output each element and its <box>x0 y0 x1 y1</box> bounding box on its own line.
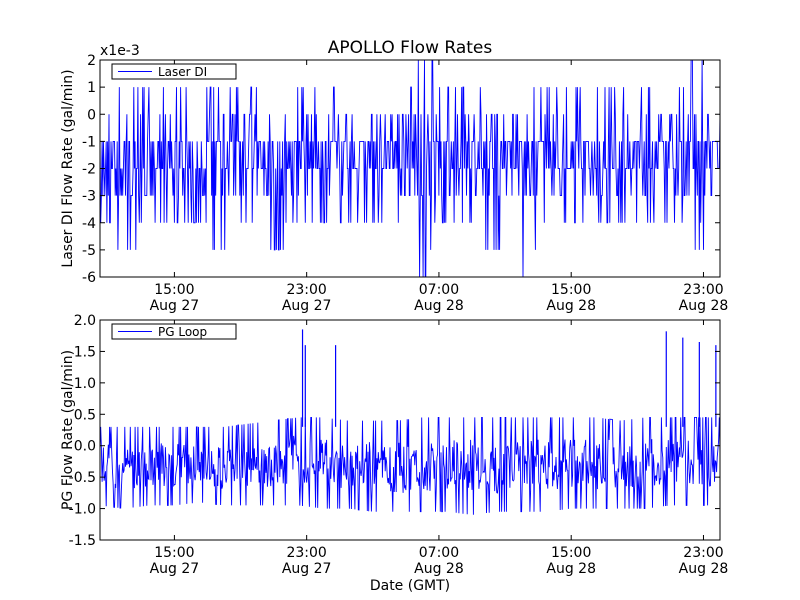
x-tick-label: 07:00 <box>419 282 459 298</box>
legend: PG Loop <box>111 323 237 340</box>
y-tick-label: -1.0 <box>69 502 96 518</box>
x-tick-label: Aug 28 <box>679 561 729 577</box>
plot-area <box>100 329 720 515</box>
legend-box <box>111 63 237 80</box>
legend-label: Laser DI <box>158 65 207 79</box>
y-axis-title-pg-loop: PG Flow Rate (gal/min) <box>60 350 76 510</box>
x-tick-label: Aug 27 <box>282 298 332 314</box>
y-tick-label: -2 <box>82 162 96 178</box>
x-tick-label: 07:00 <box>419 545 459 561</box>
series-line-laser-di <box>100 60 720 277</box>
y-tick-label: 1.5 <box>74 344 96 360</box>
y-tick-label: 1.0 <box>74 376 96 392</box>
series-line-pg-loop <box>100 416 720 515</box>
x-tick-label: 23:00 <box>286 545 326 561</box>
x-tick-label: Aug 27 <box>150 298 200 314</box>
y-tick-label: -5 <box>82 243 96 259</box>
x-tick-label: Aug 28 <box>679 298 729 314</box>
x-tick-label: 15:00 <box>551 282 591 298</box>
y-offset-label: x1e-3 <box>100 43 140 59</box>
x-tick-label: Aug 27 <box>282 561 332 577</box>
x-tick-label: Aug 28 <box>546 298 596 314</box>
y-tick-label: 2 <box>87 53 96 69</box>
y-tick-label: -1.5 <box>69 533 96 549</box>
x-tick-label: 23:00 <box>683 545 723 561</box>
y-tick-label: -6 <box>82 270 96 286</box>
y-tick-label: 2.0 <box>74 313 96 329</box>
plot-area <box>100 60 720 277</box>
x-tick-label: 23:00 <box>683 282 723 298</box>
y-tick-label: -1 <box>82 134 96 150</box>
x-tick-label: 23:00 <box>286 282 326 298</box>
x-tick-label: Aug 27 <box>150 561 200 577</box>
legend-label: PG Loop <box>158 325 207 339</box>
legend: Laser DI <box>111 63 237 80</box>
x-tick-label: 15:00 <box>154 545 194 561</box>
x-tick-label: Aug 28 <box>546 561 596 577</box>
chart-title: APOLLO Flow Rates <box>328 38 493 58</box>
y-tick-label: -3 <box>82 189 96 205</box>
y-tick-label: 0.0 <box>74 439 96 455</box>
x-tick-label: 15:00 <box>154 282 194 298</box>
axes-frame <box>99 319 721 541</box>
x-tick-label: Aug 28 <box>414 298 464 314</box>
y-tick-label: -4 <box>82 216 96 232</box>
panel-pg-loop: PG Flow Rate (gal/min) -1.5 -1.0 -0.5 0.0 0.… <box>60 313 728 577</box>
y-tick-label: 0.5 <box>74 407 96 423</box>
x-tick-label: 15:00 <box>551 545 591 561</box>
y-axis-title-laser-di: Laser DI Flow Rate (gal/min) <box>60 69 76 267</box>
y-tick-label: 1 <box>87 80 96 96</box>
legend-box <box>111 323 237 340</box>
x-axis-title: Date (GMT) <box>370 578 450 594</box>
y-tick-label: 0 <box>87 107 96 123</box>
x-tick-label: Aug 28 <box>414 561 464 577</box>
y-tick-label: -0.5 <box>69 470 96 486</box>
panel-laser-di: x1e-3 Laser DI Flow Rate (gal/min) -6 -5 -… <box>60 43 728 314</box>
